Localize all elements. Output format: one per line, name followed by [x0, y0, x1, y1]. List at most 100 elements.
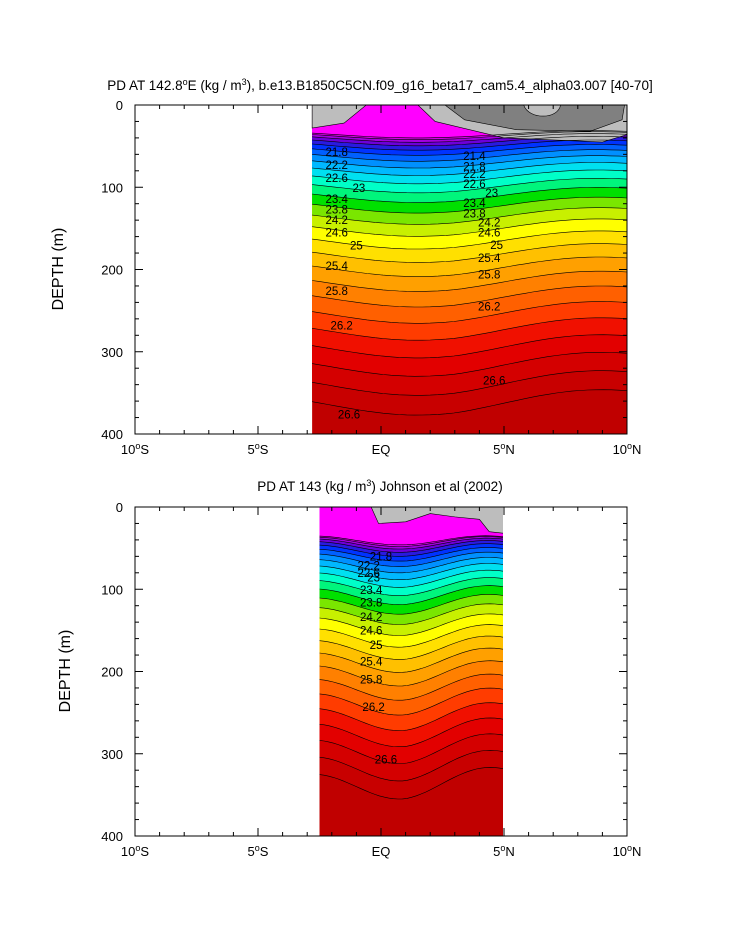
x-tick-label: EQ: [372, 844, 391, 859]
x-tick-label: 10oS: [121, 441, 149, 457]
panel-top-title: PD AT 142.8oE (kg / m3), b.e13.B1850C5CN…: [107, 77, 652, 93]
x-tick-label: 5oS: [248, 843, 269, 859]
contour-line: [312, 131, 627, 141]
contour-label: 24.2: [478, 218, 500, 230]
panel-bottom: PD AT 143 (kg / m3) Johnson et al (2002)…: [57, 478, 641, 859]
contour-line: [319, 547, 503, 562]
contour-label: 26.6: [375, 755, 397, 767]
panel-top: PD AT 142.8oE (kg / m3), b.e13.B1850C5CN…: [50, 77, 653, 457]
contour-label: 21.4: [463, 151, 486, 163]
contour-label: 23.4: [326, 194, 349, 206]
lightest-density-region: [444, 105, 625, 132]
light-density-region: [311, 105, 367, 129]
x-tick-label: 10oN: [613, 441, 642, 457]
panel-top-contour-lines: [312, 130, 627, 416]
contour-label: 23.8: [360, 597, 382, 609]
x-tick-label: 10oN: [613, 843, 642, 859]
contour-line: [319, 603, 503, 625]
y-tick-label: 200: [101, 263, 123, 278]
contour-line: [319, 717, 503, 747]
panel-top-ylabel: DEPTH (m): [50, 228, 67, 311]
panel-bottom-title: PD AT 143 (kg / m3) Johnson et al (2002): [257, 478, 502, 494]
contour-line: [319, 624, 503, 648]
y-tick-label: 100: [101, 180, 123, 195]
contour-label: 26.2: [330, 320, 352, 332]
x-tick-label: 5oS: [248, 441, 269, 457]
contour-line: [312, 162, 627, 176]
y-tick-label: 400: [101, 427, 123, 442]
contour-line: [319, 543, 503, 557]
panel-bottom-axes: 10oS 5oS EQ 5oN 10oN 0 100 200 300 400: [101, 500, 641, 859]
contour-line: [312, 352, 627, 377]
contour-line: [312, 370, 627, 396]
contour-line: [319, 635, 503, 660]
panel-bottom-density-fill: [319, 507, 503, 836]
contour-line: [319, 702, 503, 731]
contour-label: 21.8: [370, 551, 392, 563]
contour-line: [312, 196, 627, 214]
contour-label: 26.6: [338, 409, 360, 421]
contour-line: [319, 687, 503, 716]
y-tick-label: 0: [116, 500, 123, 515]
panel-top-axes: 10oS 5oS EQ 5oN 10oN 0 100 200 300 400: [101, 98, 641, 457]
contour-label: 21.8: [463, 162, 485, 174]
contour-line: [319, 535, 503, 546]
contour-line: [312, 187, 627, 203]
contour-label: 23.8: [463, 209, 485, 221]
contour-line: [319, 594, 503, 615]
contour-line: [319, 613, 503, 636]
contour-line: [312, 130, 627, 139]
contour-label: 24.6: [478, 227, 500, 239]
y-tick-label: 400: [101, 829, 123, 844]
contour-label: 23: [352, 183, 365, 195]
contour-label: 23: [485, 188, 498, 200]
contour-label: 23.4: [360, 585, 383, 597]
contour-line: [312, 256, 627, 277]
contour-label: 25.4: [360, 657, 383, 669]
contour-line: [312, 133, 627, 143]
x-tick-label: 5oN: [493, 843, 515, 859]
contour-label: 23.8: [326, 204, 348, 216]
contour-label: 25.4: [326, 261, 349, 273]
contour-label: 25.8: [478, 269, 500, 281]
contour-line: [319, 767, 503, 800]
contour-label: 25: [370, 640, 383, 652]
contour-line: [312, 178, 627, 194]
panel-bottom-ylabel: DEPTH (m): [57, 630, 74, 713]
contour-line: [319, 647, 503, 673]
contour-line: [312, 144, 627, 156]
contour-line: [312, 285, 627, 308]
y-tick-label: 100: [101, 582, 123, 597]
panel-bottom-contour-lines: [319, 535, 503, 800]
contour-label: 22.6: [326, 173, 348, 185]
contour-line: [312, 243, 627, 263]
contour-label: 25: [490, 240, 503, 252]
contour-line: [312, 301, 627, 324]
contour-line: [319, 749, 503, 782]
contour-label: 22.2: [326, 160, 348, 172]
contour-line: [312, 317, 627, 341]
panel-bottom-plot-area: [319, 507, 503, 836]
contour-line: [319, 673, 503, 701]
panel-top-plot-area: [311, 105, 627, 434]
contour-label: 23: [367, 573, 380, 585]
contour-line: [319, 563, 503, 580]
contour-line: [312, 389, 627, 416]
contour-line: [312, 139, 627, 151]
contour-line: [319, 540, 503, 553]
contour-line: [319, 569, 503, 588]
y-tick-label: 0: [116, 98, 123, 113]
x-tick-label: 5oN: [493, 441, 515, 457]
contour-line: [319, 733, 503, 764]
x-tick-label: EQ: [372, 442, 391, 457]
x-tick-label: 10oS: [121, 843, 149, 859]
contour-line: [312, 155, 627, 169]
panel-top-contour-labels: 21.822.222.62323.423.824.224.62525.425.8…: [326, 147, 506, 421]
contour-label: 22.6: [463, 179, 485, 191]
contour-line: [319, 585, 503, 605]
contour-line: [319, 551, 503, 567]
contour-label: 26.2: [362, 702, 384, 714]
contour-line: [312, 218, 627, 237]
contour-label: 22.2: [463, 169, 485, 181]
